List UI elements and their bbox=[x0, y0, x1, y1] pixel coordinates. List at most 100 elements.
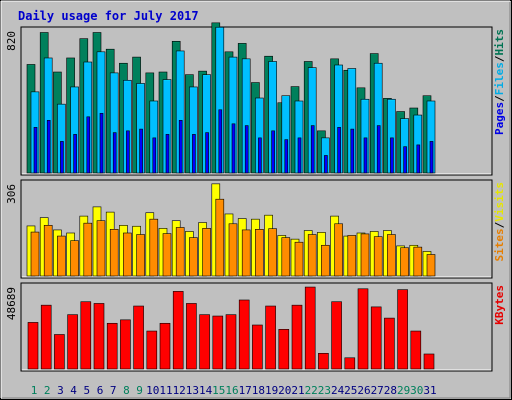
day-label: 12 bbox=[173, 384, 186, 397]
hits-pages-bar bbox=[112, 132, 117, 174]
day-label: 16 bbox=[225, 384, 238, 397]
day-label: 15 bbox=[212, 384, 225, 397]
day-label: 24 bbox=[331, 384, 345, 397]
visits-sites-bar bbox=[307, 234, 317, 277]
visits-sites-bar bbox=[373, 236, 383, 277]
visits-sites-bar bbox=[347, 235, 357, 277]
visits-sites-bar bbox=[255, 229, 264, 277]
visits-sites-bar bbox=[57, 235, 66, 277]
visits-panel: 306 Sites/Visits bbox=[5, 179, 506, 279]
day-label: 21 bbox=[291, 384, 304, 397]
hits-side-label-pages: Pages bbox=[493, 102, 506, 135]
day-label: 4 bbox=[70, 384, 77, 397]
kbytes-kbytes-bar bbox=[159, 322, 171, 370]
hits-pages-bar bbox=[33, 127, 38, 174]
kbytes-kbytes-bar bbox=[304, 286, 316, 370]
visits-sites-bar bbox=[400, 247, 409, 277]
visits-sites-bar bbox=[321, 244, 330, 277]
hits-pages-bar bbox=[86, 116, 91, 174]
visits-sites-bar bbox=[149, 218, 159, 277]
day-label: 28 bbox=[384, 384, 397, 397]
kbytes-kbytes-bar bbox=[318, 353, 329, 370]
visits-sites-bar bbox=[70, 240, 79, 277]
hits-pages-bar bbox=[46, 120, 51, 174]
kbytes-side-label-kbytes: KBytes bbox=[493, 285, 506, 325]
hits-pages-bar bbox=[284, 139, 289, 174]
visits-side-label-visits: Visits bbox=[493, 182, 506, 222]
kbytes-panel: 48689 KBytes bbox=[5, 282, 506, 372]
visits-sites-bar bbox=[228, 223, 238, 277]
visits-sites-bar bbox=[387, 234, 396, 277]
visits-sites-bar bbox=[360, 233, 370, 277]
kbytes-kbytes-bar bbox=[186, 303, 197, 370]
kbytes-kbytes-bar bbox=[410, 330, 422, 370]
day-label: 23 bbox=[318, 384, 331, 397]
hits-pages-bar bbox=[350, 128, 355, 174]
day-label: 22 bbox=[305, 384, 318, 397]
hits-pages-bar bbox=[165, 134, 170, 174]
hits-pages-bar bbox=[310, 125, 315, 174]
kbytes-kbytes-bar bbox=[278, 329, 290, 370]
visits-sites-bar bbox=[268, 228, 277, 277]
kbytes-kbytes-bar bbox=[172, 291, 184, 370]
hits-pages-bar bbox=[416, 144, 421, 174]
hits-pages-bar bbox=[258, 137, 262, 174]
hits-pages-bar bbox=[429, 141, 434, 174]
day-label: 2 bbox=[44, 384, 51, 397]
day-label: 25 bbox=[344, 384, 357, 397]
hits-pages-bar bbox=[139, 128, 143, 174]
kbytes-kbytes-bar bbox=[331, 301, 342, 370]
day-label: 9 bbox=[136, 384, 143, 397]
kbytes-kbytes-bar bbox=[27, 322, 39, 370]
day-label: 11 bbox=[159, 384, 172, 397]
hits-pages-bar bbox=[192, 134, 196, 174]
visits-sites-bar bbox=[334, 223, 343, 277]
visits-sites-bar bbox=[413, 246, 423, 277]
hits-pages-bar bbox=[126, 130, 130, 174]
x-axis-day-labels: 1 2 3 4 5 6 7 8 9 10 11 12 13 14 15 16 17 18 19 20 21 22 23 24 2… bbox=[31, 384, 437, 397]
hits-pages-bar bbox=[390, 137, 394, 174]
visits-sites-bar bbox=[294, 241, 304, 277]
kbytes-kbytes-bar bbox=[265, 305, 276, 370]
visits-sites-bar bbox=[136, 234, 145, 277]
kbytes-kbytes-bar bbox=[291, 304, 303, 370]
kbytes-kbytes-bar bbox=[238, 299, 250, 370]
visits-side-label: Sites/Visits bbox=[493, 182, 506, 262]
kbytes-side-label: KBytes bbox=[493, 285, 506, 325]
hits-pages-bar bbox=[218, 109, 223, 174]
kbytes-kbytes-bar bbox=[106, 322, 118, 370]
day-label: 30 bbox=[410, 384, 423, 397]
day-label: 10 bbox=[146, 384, 159, 397]
hits-axis-max-label: 820 bbox=[5, 31, 18, 51]
kbytes-kbytes-bar bbox=[397, 289, 408, 370]
kbytes-kbytes-bar bbox=[423, 353, 435, 370]
visits-sites-bar bbox=[215, 198, 225, 277]
kbytes-kbytes-bar bbox=[199, 314, 210, 370]
hits-pages-bar bbox=[337, 127, 341, 174]
kbytes-kbytes-bar bbox=[344, 357, 356, 370]
hits-pages-bar bbox=[324, 155, 328, 174]
hits-pages-bar bbox=[178, 120, 183, 174]
visits-sites-bar bbox=[189, 237, 198, 277]
visits-sites-bar bbox=[30, 231, 40, 277]
hits-pages-bar bbox=[244, 125, 249, 174]
chart-title: Daily usage for July 2017 bbox=[18, 9, 199, 23]
chart-panels: 820 Pages/Files/Hits 306 Sites/Visits 48689 K… bbox=[5, 22, 506, 372]
kbytes-kbytes-bar bbox=[40, 304, 52, 370]
hits-pages-bar bbox=[205, 132, 209, 174]
hits-side-label: Pages/Files/Hits bbox=[493, 29, 506, 135]
visits-sites-bar bbox=[83, 222, 93, 277]
hits-pages-bar bbox=[403, 146, 407, 174]
hits-pages-bar bbox=[363, 137, 368, 174]
kbytes-kbytes-bar bbox=[357, 288, 369, 370]
day-label: 27 bbox=[371, 384, 384, 397]
hits-pages-bar bbox=[271, 130, 275, 174]
day-label: 1 bbox=[31, 384, 38, 397]
visits-sites-bar bbox=[281, 237, 291, 277]
visits-sites-bar bbox=[202, 228, 211, 277]
day-label: 14 bbox=[199, 384, 213, 397]
kbytes-kbytes-bar bbox=[212, 315, 224, 370]
hits-pages-bar bbox=[152, 137, 157, 174]
kbytes-kbytes-bar bbox=[252, 324, 263, 370]
day-label: 7 bbox=[110, 384, 117, 397]
